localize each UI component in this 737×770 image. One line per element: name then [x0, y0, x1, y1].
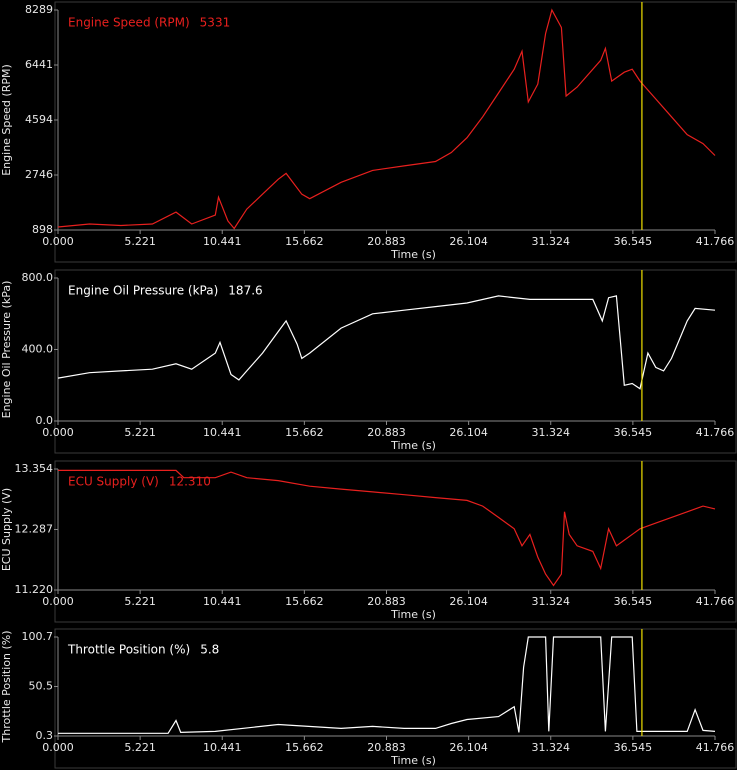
x-tick-label: 26.104 — [449, 741, 488, 754]
x-axis-label: Time (s) — [390, 608, 436, 621]
x-tick-label: 15.662 — [285, 235, 324, 248]
readout-value: 12.310 — [169, 475, 211, 489]
x-axis-label: Time (s) — [390, 248, 436, 261]
x-tick-label: 20.883 — [367, 741, 406, 754]
y-tick-label: 2746 — [25, 168, 53, 181]
x-tick-label: 10.441 — [203, 235, 242, 248]
y-tick-label: 6441 — [25, 58, 53, 71]
x-tick-label: 31.324 — [531, 741, 570, 754]
panel-frame — [54, 460, 737, 623]
legend-entry: Throttle Position (%) — [67, 643, 190, 657]
x-tick-label: 15.662 — [285, 426, 324, 439]
y-tick-label: 800.0 — [22, 271, 54, 284]
x-tick-label: 5.221 — [124, 741, 156, 754]
x-tick-label: 41.766 — [696, 741, 735, 754]
x-tick-label: 41.766 — [696, 426, 735, 439]
x-tick-label: 26.104 — [449, 595, 488, 608]
legend-entry: Engine Speed (RPM) — [68, 16, 190, 30]
y-tick-label: 50.5 — [29, 680, 54, 693]
panel-frame — [54, 628, 737, 769]
x-tick-label: 36.545 — [614, 235, 653, 248]
y-tick-label: 0.3 — [36, 729, 54, 742]
x-tick-label: 10.441 — [203, 741, 242, 754]
x-tick-label: 20.883 — [367, 595, 406, 608]
x-tick-label: 26.104 — [449, 426, 488, 439]
y-tick-label: 100.7 — [22, 630, 54, 643]
x-tick-label: 15.662 — [285, 595, 324, 608]
x-tick-label: 26.104 — [449, 235, 488, 248]
x-tick-label: 31.324 — [531, 426, 570, 439]
x-tick-label: 31.324 — [531, 235, 570, 248]
x-axis-label: Time (s) — [390, 439, 436, 452]
y-axis-label: Engine Speed (RPM) — [0, 64, 13, 176]
series-line — [57, 295, 716, 390]
y-tick-label: 898 — [32, 223, 53, 236]
y-tick-label: 13.354 — [15, 462, 54, 475]
x-tick-label: 0.000 — [42, 426, 74, 439]
readout-value: 187.6 — [228, 284, 262, 298]
x-axis-label: Time (s) — [390, 754, 436, 767]
readout-value: 5331 — [200, 16, 231, 30]
x-tick-label: 0.000 — [42, 741, 74, 754]
series-line — [57, 8, 716, 230]
y-tick-label: 0.0 — [36, 414, 54, 427]
series-line — [58, 469, 716, 587]
y-tick-label: 400.0 — [22, 343, 54, 356]
x-tick-label: 10.441 — [203, 426, 242, 439]
x-tick-label: 36.545 — [614, 741, 653, 754]
x-tick-label: 41.766 — [696, 595, 735, 608]
x-tick-label: 0.000 — [42, 235, 74, 248]
x-tick-label: 5.221 — [124, 426, 156, 439]
x-tick-label: 36.545 — [614, 426, 653, 439]
y-axis-label: Throttle Position (%) — [0, 630, 13, 743]
y-tick-label: 11.220 — [15, 583, 54, 596]
x-tick-label: 5.221 — [124, 235, 156, 248]
y-tick-label: 4594 — [25, 113, 53, 126]
x-tick-label: 15.662 — [285, 741, 324, 754]
x-tick-label: 20.883 — [367, 426, 406, 439]
y-axis-label: ECU Supply (V) — [0, 488, 13, 571]
y-tick-label: 8289 — [25, 3, 53, 16]
x-tick-label: 36.545 — [614, 595, 653, 608]
x-tick-label: 5.221 — [124, 595, 156, 608]
legend-entry: Engine Oil Pressure (kPa) — [68, 284, 218, 298]
x-tick-label: 0.000 — [42, 595, 74, 608]
x-tick-label: 31.324 — [531, 595, 570, 608]
panel-frame — [54, 269, 737, 454]
panel-frame — [54, 1, 737, 263]
x-tick-label: 20.883 — [367, 235, 406, 248]
x-tick-label: 41.766 — [696, 235, 735, 248]
legend-entry: ECU Supply (V) — [68, 475, 159, 489]
y-tick-label: 12.287 — [15, 523, 54, 536]
y-axis-label: Engine Oil Pressure (kPa) — [0, 281, 13, 419]
x-tick-label: 10.441 — [203, 595, 242, 608]
series-line — [58, 636, 716, 734]
readout-value: 5.8 — [200, 643, 219, 657]
